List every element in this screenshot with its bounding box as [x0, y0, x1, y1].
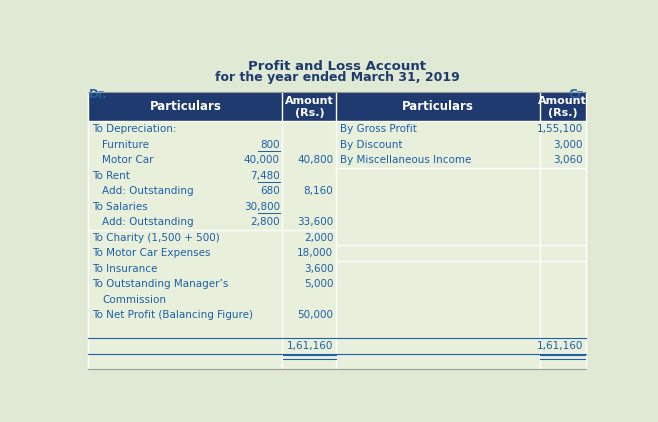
Text: 680: 680	[260, 186, 280, 196]
Text: 3,000: 3,000	[553, 140, 583, 150]
Text: By Miscellaneous Income: By Miscellaneous Income	[340, 155, 472, 165]
Text: 40,800: 40,800	[297, 155, 334, 165]
Bar	[88, 92, 336, 122]
Text: Amount
(Rs.): Amount (Rs.)	[538, 96, 587, 118]
Text: Commission: Commission	[103, 295, 166, 305]
Text: 1,61,160: 1,61,160	[536, 341, 583, 351]
Text: for the year ended March 31, 2019: for the year ended March 31, 2019	[215, 71, 459, 84]
Text: 800: 800	[261, 140, 280, 150]
Text: To Net Profit (Balancing Figure): To Net Profit (Balancing Figure)	[92, 310, 253, 320]
Text: To Charity (1,500 + 500): To Charity (1,500 + 500)	[92, 233, 220, 243]
Text: To Rent: To Rent	[92, 171, 130, 181]
Text: Amount
(Rs.): Amount (Rs.)	[285, 96, 334, 118]
Text: 1,55,100: 1,55,100	[537, 124, 583, 134]
Bar	[88, 92, 586, 369]
Text: 3,600: 3,600	[304, 264, 334, 274]
Text: Cr.: Cr.	[569, 88, 586, 100]
Text: 2,000: 2,000	[304, 233, 334, 243]
Text: Motor Car: Motor Car	[103, 155, 154, 165]
Text: Furniture: Furniture	[103, 140, 149, 150]
Text: 8,160: 8,160	[303, 186, 334, 196]
Text: Add: Outstanding: Add: Outstanding	[103, 186, 194, 196]
Text: By Discount: By Discount	[340, 140, 403, 150]
Text: 1,61,160: 1,61,160	[287, 341, 334, 351]
Text: 30,800: 30,800	[243, 202, 280, 212]
Text: To Outstanding Manager’s: To Outstanding Manager’s	[92, 279, 229, 289]
Bar	[336, 92, 586, 122]
Text: Particulars: Particulars	[149, 100, 221, 114]
Text: To Motor Car Expenses: To Motor Car Expenses	[92, 248, 211, 258]
Text: 50,000: 50,000	[297, 310, 334, 320]
Text: 3,060: 3,060	[553, 155, 583, 165]
Text: By Gross Profit: By Gross Profit	[340, 124, 417, 134]
Text: 7,480: 7,480	[250, 171, 280, 181]
Text: 40,000: 40,000	[244, 155, 280, 165]
Text: 2,800: 2,800	[250, 217, 280, 227]
Text: To Insurance: To Insurance	[92, 264, 158, 274]
Text: Dr.: Dr.	[88, 88, 107, 100]
Text: 18,000: 18,000	[297, 248, 334, 258]
Text: Profit and Loss Account: Profit and Loss Account	[248, 60, 426, 73]
Text: 5,000: 5,000	[304, 279, 334, 289]
Text: To Depreciation:: To Depreciation:	[92, 124, 177, 134]
Text: 33,600: 33,600	[297, 217, 334, 227]
Text: Particulars: Particulars	[402, 100, 474, 114]
Text: To Salaries: To Salaries	[92, 202, 148, 212]
Text: Add: Outstanding: Add: Outstanding	[103, 217, 194, 227]
